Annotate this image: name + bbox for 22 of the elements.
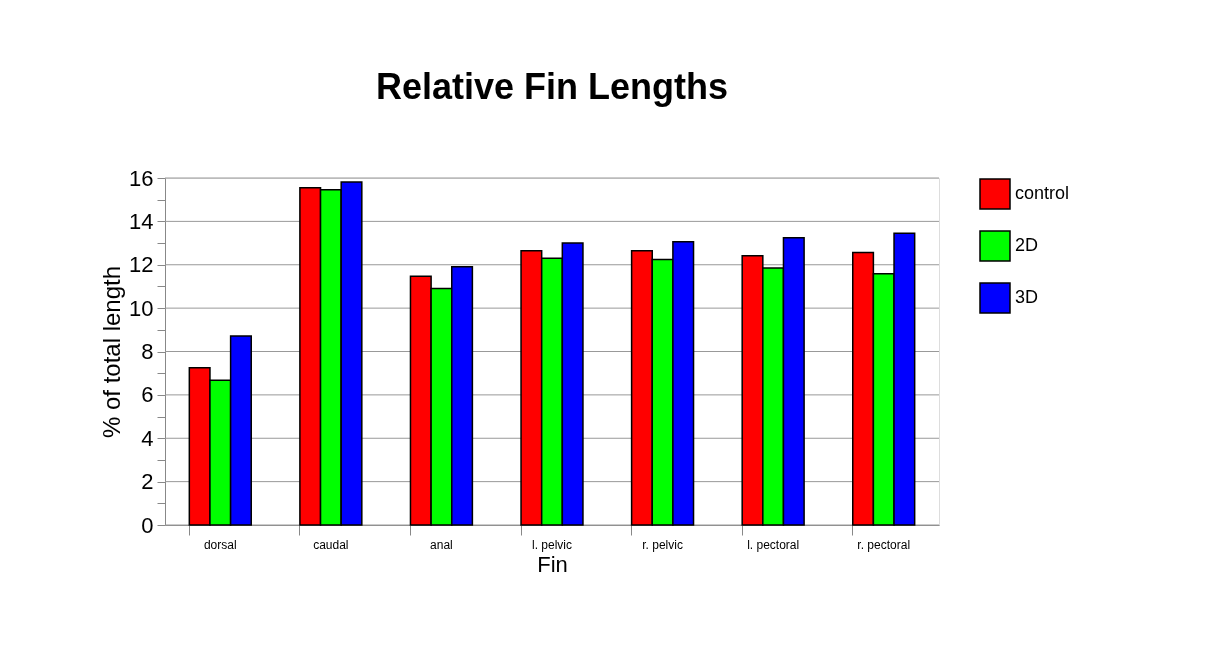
chart-title: Relative Fin Lengths: [375, 66, 729, 107]
x-tick-label: r. pectoral: [857, 537, 911, 552]
legend-label: 3D: [1015, 287, 1039, 307]
legend-label: control: [1015, 183, 1070, 203]
x-tick-label: l. pectoral: [747, 537, 800, 552]
y-tick-label: 8: [141, 339, 154, 364]
x-tick-label: r. pelvic: [642, 537, 683, 552]
y-tick-label: 12: [129, 252, 154, 278]
x-tick-label: caudal: [313, 537, 349, 552]
y-tick-label: 14: [129, 208, 154, 234]
legend-label: 2D: [1015, 235, 1039, 255]
y-tick-label: 0: [141, 512, 154, 538]
y-tick-label: 16: [129, 165, 154, 191]
x-tick-label: anal: [430, 537, 453, 552]
y-tick-label: 2: [141, 469, 154, 495]
x-axis-title: Fin: [537, 551, 568, 577]
y-tick-label: 4: [141, 425, 154, 451]
y-tick-label: 6: [141, 382, 154, 408]
x-tick-label: l. pelvic: [531, 537, 573, 552]
y-tick-label: 10: [129, 295, 154, 321]
x-tick-label: dorsal: [203, 537, 237, 552]
y-axis-title: % of total length: [98, 265, 126, 439]
